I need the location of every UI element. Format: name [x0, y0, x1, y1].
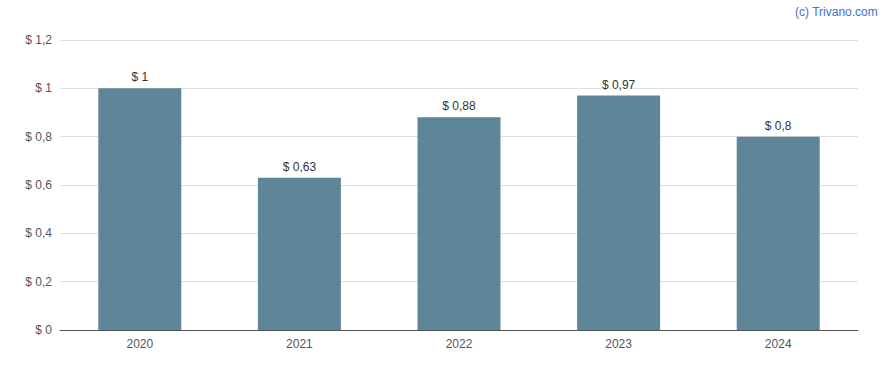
- svg-text:$ 0,88: $ 0,88: [442, 99, 476, 113]
- svg-text:$ 0: $ 0: [35, 323, 52, 337]
- svg-text:$ 0,8: $ 0,8: [25, 130, 52, 144]
- svg-text:$ 0,97: $ 0,97: [602, 78, 636, 92]
- svg-text:$ 0,6: $ 0,6: [25, 178, 52, 192]
- svg-text:2022: 2022: [446, 337, 473, 351]
- svg-text:2020: 2020: [126, 337, 153, 351]
- svg-text:$ 0,8: $ 0,8: [765, 119, 792, 133]
- svg-text:$ 1: $ 1: [35, 81, 52, 95]
- svg-text:$ 0,4: $ 0,4: [25, 226, 52, 240]
- svg-text:$ 1,2: $ 1,2: [25, 33, 52, 47]
- svg-text:(c) Trivano.com: (c) Trivano.com: [795, 5, 878, 19]
- svg-text:2021: 2021: [286, 337, 313, 351]
- svg-text:$ 0,2: $ 0,2: [25, 275, 52, 289]
- svg-text:$ 0,63: $ 0,63: [283, 160, 317, 174]
- svg-text:2023: 2023: [605, 337, 632, 351]
- svg-text:$ 1: $ 1: [131, 70, 148, 84]
- svg-text:2024: 2024: [765, 337, 792, 351]
